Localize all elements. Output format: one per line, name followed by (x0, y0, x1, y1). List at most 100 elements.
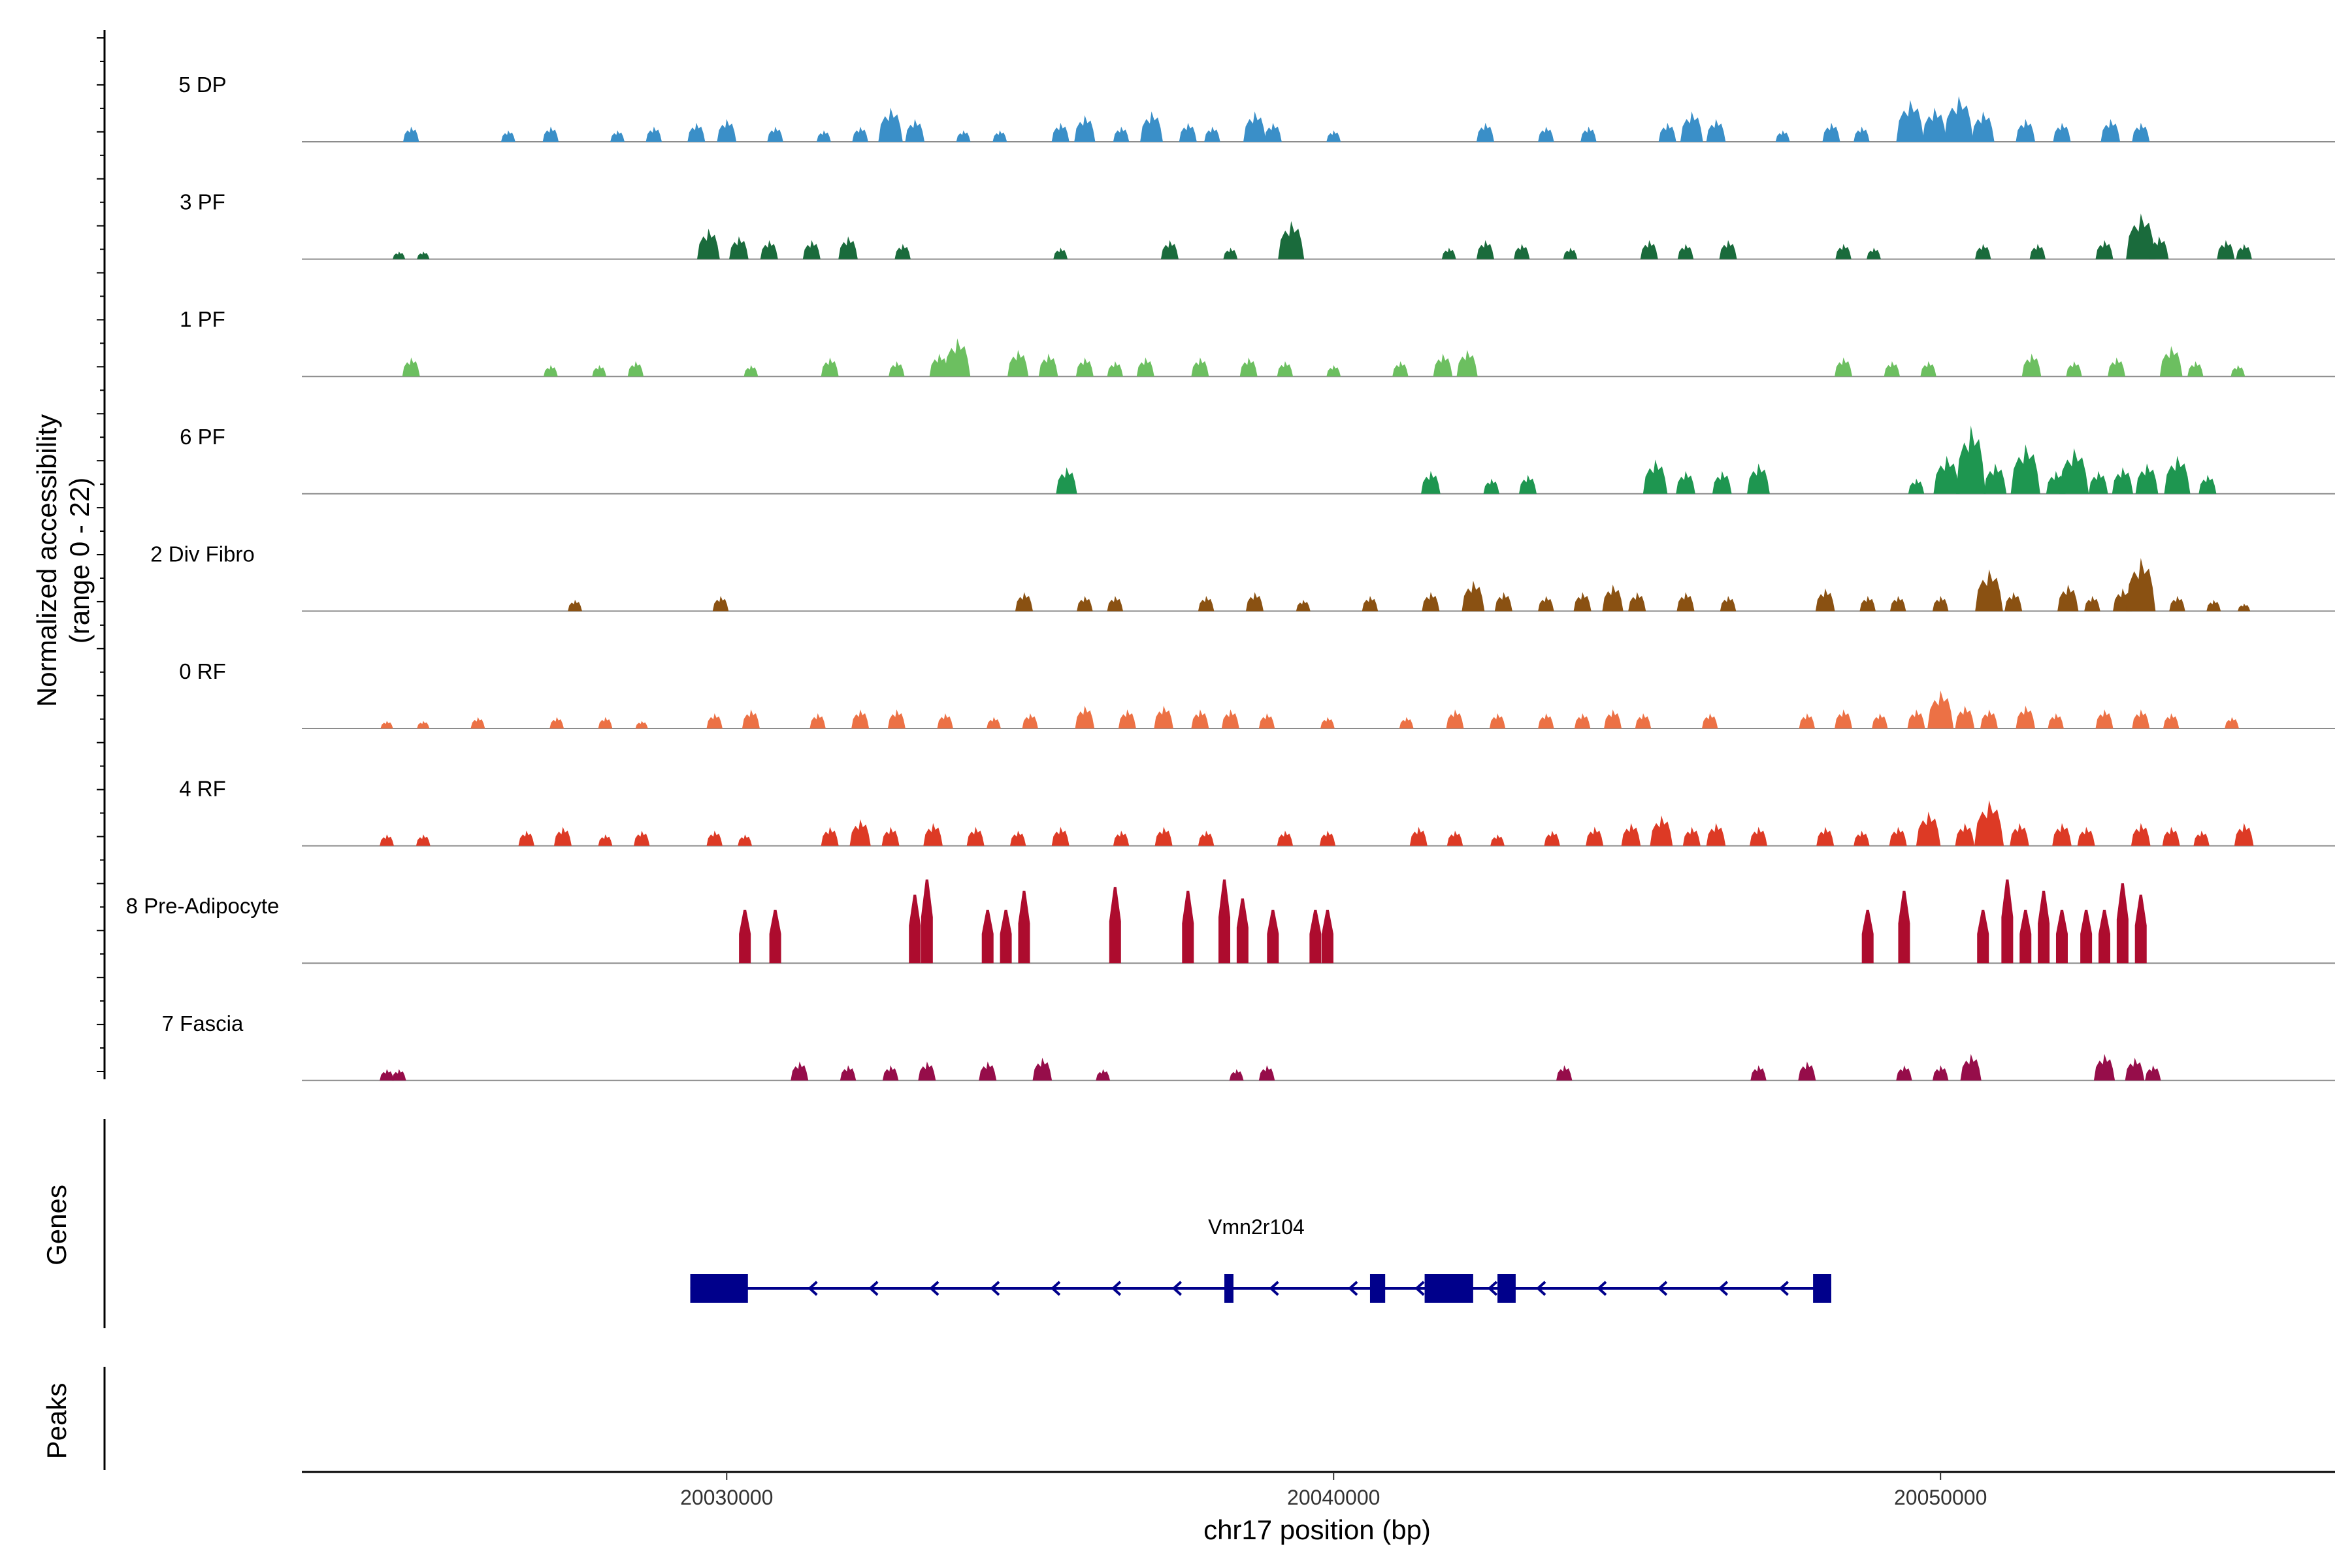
strand-arrow (1414, 1281, 1425, 1296)
coverage-peak (1296, 599, 1311, 612)
coverage-peak (909, 894, 921, 964)
coverage-peak (1483, 478, 1499, 494)
coverage-peak (1908, 478, 1925, 494)
coverage-peak (2004, 592, 2023, 612)
coverage-peak (1835, 357, 1853, 377)
coverage-peak (1154, 706, 1173, 728)
coverage-peak (2038, 890, 2050, 964)
coverage-peak (1278, 221, 1305, 259)
coverage-peak (1927, 690, 1954, 728)
coverage-peak (838, 236, 858, 259)
coverage-peak (1277, 361, 1294, 377)
coverage-peak (1676, 470, 1695, 494)
coverage-peak (542, 126, 559, 142)
coverage-peak (944, 338, 971, 377)
coverage-peak (1433, 353, 1453, 377)
peaks-panel-title: Peaks (41, 1383, 72, 1460)
coverage-peak (1932, 596, 1949, 612)
coverage-peak (635, 721, 648, 728)
coverage-peak (417, 721, 430, 728)
coverage-peak (1955, 706, 1975, 728)
coverage-peak (1198, 830, 1215, 846)
coverage-peak (1015, 592, 1033, 612)
coverage-peak (2055, 909, 2068, 964)
coverage-peak (1573, 592, 1592, 612)
track-2-div-fibro: 2 Div Fibro (150, 542, 2335, 612)
coverage-peak (987, 717, 1001, 728)
coverage-peak (645, 126, 662, 142)
coverage-peak (739, 909, 751, 964)
coverage-peak (1075, 357, 1094, 377)
coverage-peak (923, 823, 943, 846)
coverage-peak (1956, 425, 1986, 494)
track-label: 6 PF (180, 425, 225, 449)
coverage-peak (1140, 111, 1163, 142)
coverage-peak (2145, 1065, 2161, 1081)
strand-arrow (1269, 1281, 1279, 1296)
coverage-peak (2206, 599, 2221, 612)
coverage-peak (1191, 357, 1209, 377)
x-axis-title: chr17 position (bp) (1203, 1514, 1431, 1545)
coverage-peak (1490, 834, 1505, 846)
coverage-peak (553, 826, 572, 846)
coverage-peak (738, 834, 753, 846)
coverage-peak (598, 717, 613, 728)
coverage-peak (742, 709, 760, 728)
coverage-peak (1392, 361, 1409, 377)
coverage-peak (1980, 709, 1998, 728)
strand-arrow (1171, 1281, 1183, 1296)
coverage-peak (767, 126, 783, 142)
coverage-peak (1720, 596, 1737, 612)
coverage-peak (1118, 709, 1136, 728)
coverage-peak (1422, 592, 1440, 612)
coverage-peak (817, 130, 831, 142)
track-0-rf: 0 RF (179, 659, 2335, 729)
coverage-peak (1182, 890, 1194, 964)
strand-arrow (808, 1281, 818, 1296)
strand-arrow (929, 1281, 939, 1296)
coverage-peak (1264, 122, 1282, 142)
coverage-peak (1798, 1061, 1816, 1081)
coverage-peak (717, 119, 737, 142)
coverage-peak (2217, 240, 2235, 259)
coverage-peak (1399, 717, 1414, 728)
coverage-peak (2164, 455, 2191, 494)
coverage-peak (2132, 122, 2150, 142)
track-4-rf: 4 RF (179, 777, 2335, 847)
coverage-peak (1476, 240, 1494, 259)
coverage-peak (1009, 830, 1026, 846)
x-tick-label: 20030000 (680, 1486, 773, 1509)
coverage-peak (1476, 122, 1494, 142)
coverage-peak (1267, 909, 1279, 964)
strand-arrow (1050, 1281, 1061, 1296)
coverage-peak (1816, 826, 1835, 846)
coverage-peak (1944, 96, 1974, 142)
coverage-peak (391, 1069, 406, 1081)
genes-panel-title: Genes (41, 1184, 72, 1266)
coverage-peak (1321, 909, 1333, 964)
coverage-peak (2010, 444, 2040, 494)
track-label: 2 Div Fibro (150, 542, 255, 566)
coverage-peak (769, 909, 781, 964)
coverage-peak (706, 713, 723, 728)
coverage-peak (470, 717, 485, 728)
coverage-peak (380, 834, 394, 846)
coverage-peak (1640, 240, 1658, 259)
coverage-peak (2108, 357, 2126, 377)
coverage-peak (1107, 596, 1123, 612)
coverage-peak (1635, 713, 1652, 728)
coverage-peak (1239, 357, 1258, 377)
coverage-peak (1136, 357, 1154, 377)
y-axis-title-line1: Normalized accessibility (31, 414, 62, 707)
coverage-peak (1747, 463, 1770, 494)
coverage-peak (821, 826, 839, 846)
coverage-peak (882, 1065, 899, 1081)
coverage-peak (403, 126, 419, 142)
coverage-peak (2053, 122, 2071, 142)
coverage-peak (1658, 122, 1676, 142)
coverage-peak (1456, 350, 1478, 377)
track-label: 7 Fascia (162, 1011, 244, 1036)
coverage-peak (743, 365, 759, 377)
coverage-peak (687, 122, 706, 142)
coverage-peak (543, 365, 558, 377)
